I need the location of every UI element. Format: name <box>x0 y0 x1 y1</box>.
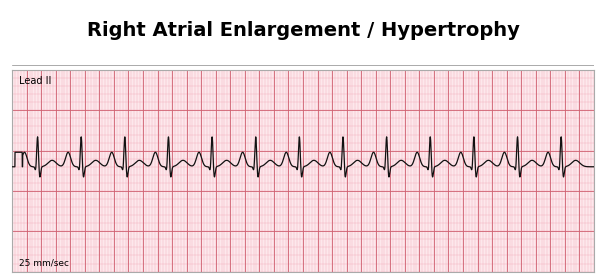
Text: 25 mm/sec: 25 mm/sec <box>19 258 69 268</box>
Text: Lead II: Lead II <box>19 76 52 86</box>
Text: Right Atrial Enlargement / Hypertrophy: Right Atrial Enlargement / Hypertrophy <box>87 21 519 40</box>
